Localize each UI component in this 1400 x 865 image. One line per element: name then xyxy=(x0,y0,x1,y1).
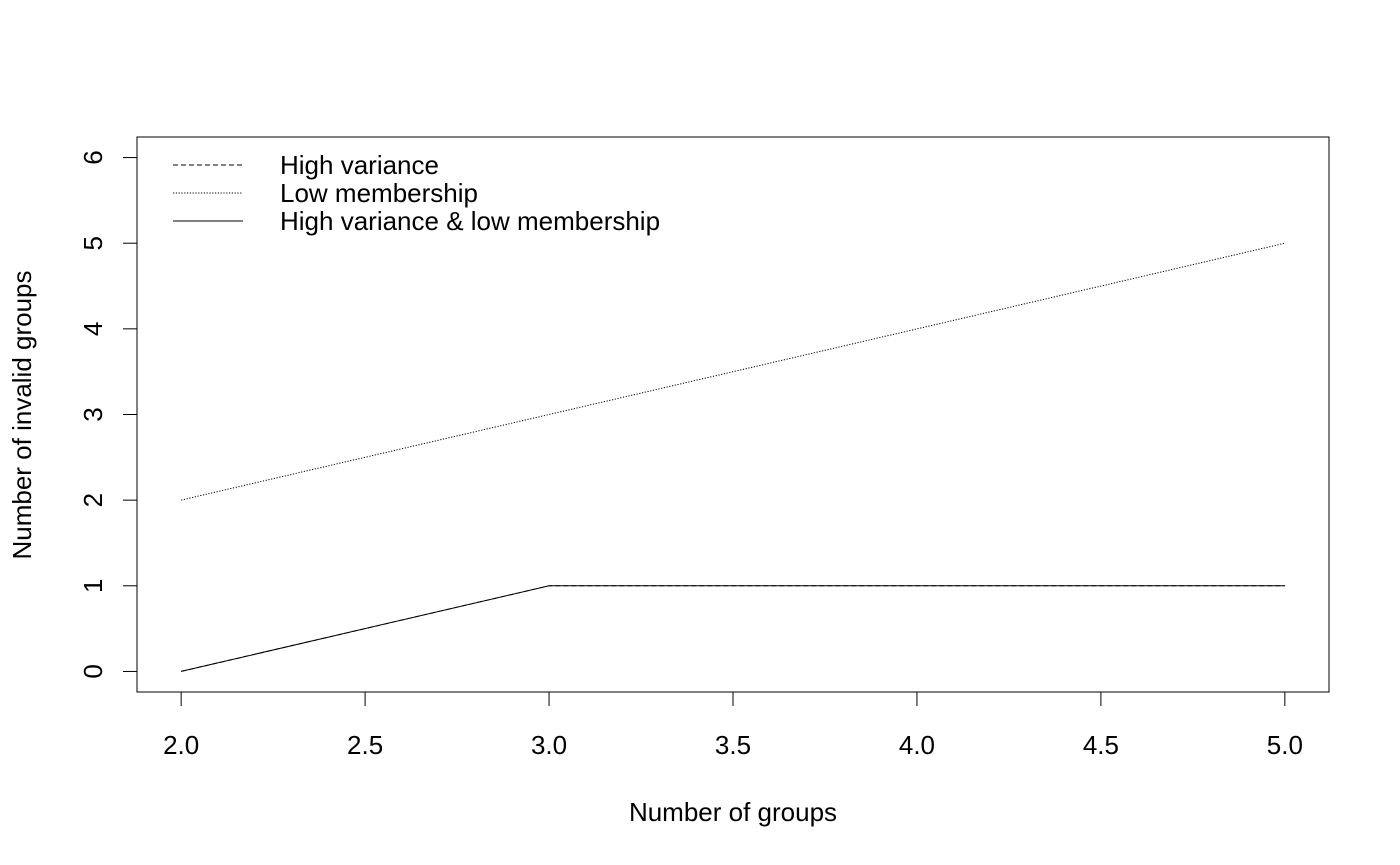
legend-label: Low membership xyxy=(280,178,478,208)
legend-label: High variance xyxy=(280,150,439,180)
legend-label: High variance & low membership xyxy=(280,206,660,236)
y-tick-label: 5 xyxy=(78,236,108,250)
x-axis: 2.0 2.5 3.0 3.5 4.0 4.5 5.0 xyxy=(163,691,1303,760)
x-tick-label: 3.5 xyxy=(715,730,751,760)
y-axis-label: Number of invalid groups xyxy=(7,270,37,559)
y-tick-label: 4 xyxy=(78,322,108,336)
x-axis-label: Number of groups xyxy=(629,797,837,827)
x-tick-label: 4.0 xyxy=(899,730,935,760)
series-layer xyxy=(180,242,1286,672)
y-tick-label: 1 xyxy=(78,579,108,593)
y-axis: 0 1 2 3 4 5 6 xyxy=(78,150,138,679)
x-tick-label: 2.5 xyxy=(347,730,383,760)
y-tick-label: 6 xyxy=(78,150,108,164)
x-tick-label: 4.5 xyxy=(1083,730,1119,760)
y-tick-label: 2 xyxy=(78,493,108,507)
y-tick-label: 0 xyxy=(78,664,108,678)
x-tick-label: 2.0 xyxy=(163,730,199,760)
x-tick-label: 3.0 xyxy=(531,730,567,760)
series-line xyxy=(180,242,1286,501)
series-line xyxy=(180,585,1285,672)
series-line xyxy=(180,585,1285,672)
x-tick-label: 5.0 xyxy=(1267,730,1303,760)
y-tick-label: 3 xyxy=(78,407,108,421)
